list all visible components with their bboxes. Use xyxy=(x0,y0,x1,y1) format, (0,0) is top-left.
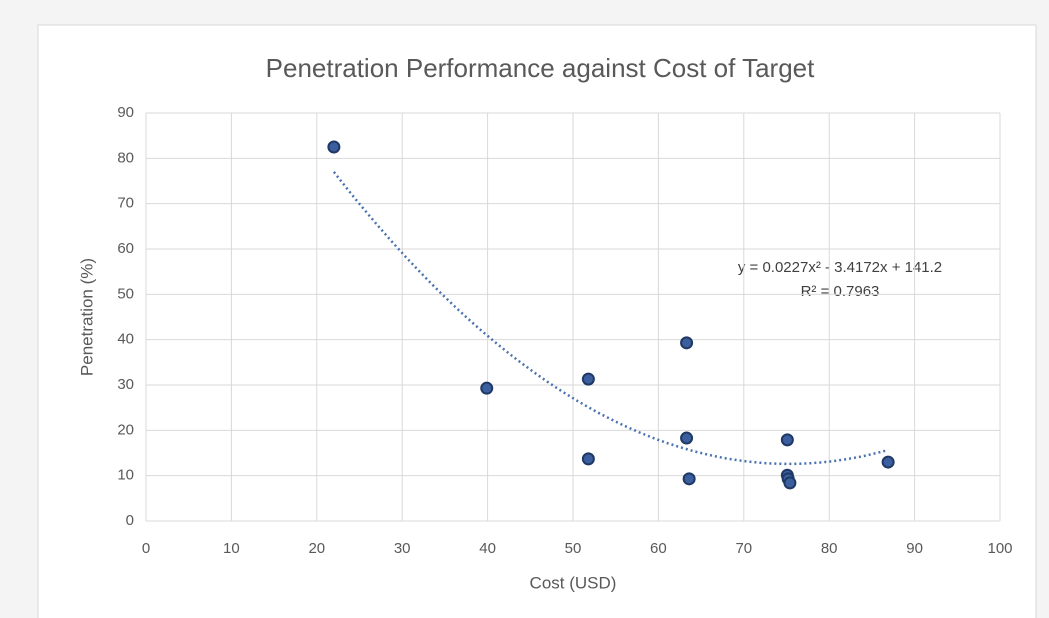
y-axis-label: Penetration (%) xyxy=(77,258,96,376)
chart-area xyxy=(37,24,1037,618)
y-tick-label: 80 xyxy=(117,149,134,166)
y-tick-label: 70 xyxy=(117,195,134,212)
point xyxy=(581,452,595,466)
trendline-equation: y = 0.0227x² - 3.4172x + 141.2 xyxy=(738,259,942,276)
x-tick-label: 20 xyxy=(308,540,325,557)
x-tick-label: 100 xyxy=(987,540,1012,557)
x-tick-label: 50 xyxy=(565,540,582,557)
chart-title: Penetration Performance against Cost of … xyxy=(266,53,815,83)
point xyxy=(680,336,694,350)
y-tick-label: 90 xyxy=(117,104,134,121)
point xyxy=(581,372,595,386)
x-tick-label: 0 xyxy=(142,540,150,557)
point xyxy=(680,431,694,445)
y-tick-label: 40 xyxy=(117,331,134,348)
x-tick-label: 60 xyxy=(650,540,667,557)
point xyxy=(682,472,696,486)
x-tick-label: 90 xyxy=(906,540,923,557)
y-tick-label: 20 xyxy=(117,421,134,438)
trendline xyxy=(332,171,889,466)
point xyxy=(780,433,794,447)
point xyxy=(480,381,494,395)
x-tick-label: 70 xyxy=(735,540,752,557)
y-tick-label: 50 xyxy=(117,285,134,302)
y-tick-label: 30 xyxy=(117,376,134,393)
x-tick-label: 80 xyxy=(821,540,838,557)
point xyxy=(783,476,797,490)
y-tick-label: 60 xyxy=(117,240,134,257)
y-tick-label: 0 xyxy=(126,512,134,529)
x-axis-label: Cost (USD) xyxy=(530,573,617,592)
x-tick-label: 30 xyxy=(394,540,411,557)
x-tick-label: 40 xyxy=(479,540,496,557)
point xyxy=(327,140,341,154)
trendline-r-squared: R² = 0.7963 xyxy=(801,283,880,300)
x-tick-label: 10 xyxy=(223,540,240,557)
y-tick-label: 10 xyxy=(117,467,134,484)
point xyxy=(881,455,895,469)
